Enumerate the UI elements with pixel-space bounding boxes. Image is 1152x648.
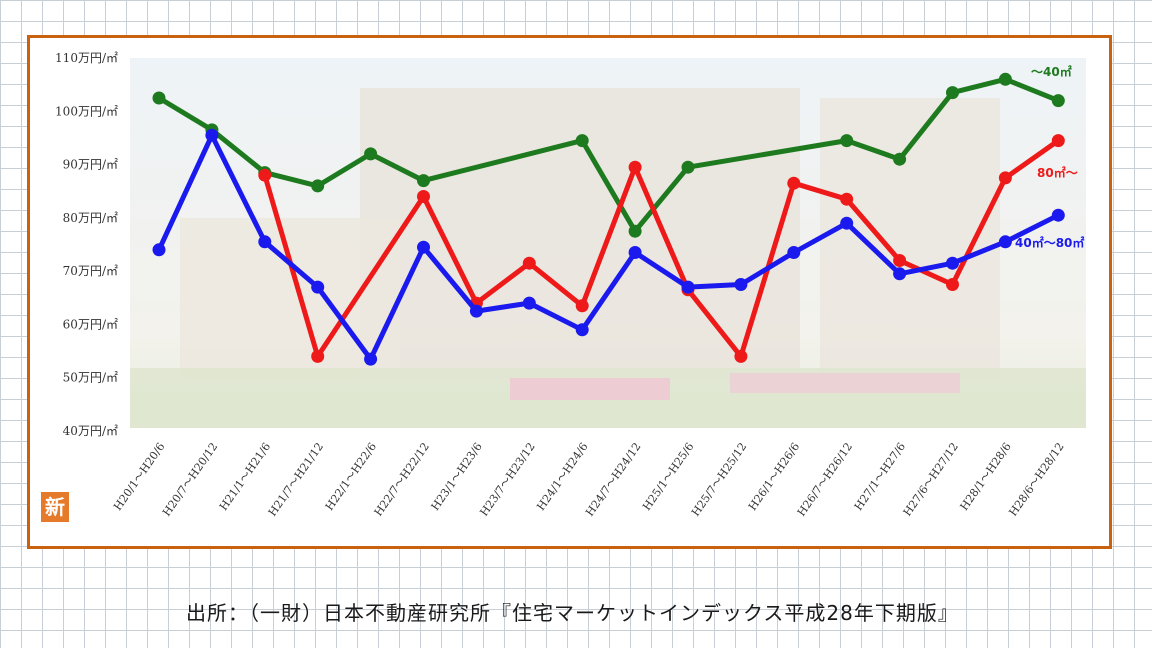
series-label-small: ～40㎡ bbox=[1031, 64, 1072, 79]
data-point bbox=[311, 280, 325, 294]
data-point bbox=[575, 134, 589, 148]
building-photo-background bbox=[130, 58, 1086, 428]
x-tick-label: H22/7～H22/12 bbox=[372, 440, 432, 518]
data-point bbox=[946, 86, 959, 100]
data-point bbox=[152, 243, 166, 257]
data-point bbox=[628, 224, 642, 238]
data-point bbox=[258, 168, 272, 182]
y-tick-label: 40万円/㎡ bbox=[63, 424, 118, 438]
x-tick-label: H24/1～H24/6 bbox=[534, 440, 590, 513]
data-point bbox=[575, 299, 589, 313]
data-point bbox=[946, 256, 959, 270]
y-tick-label: 50万円/㎡ bbox=[63, 371, 118, 385]
x-tick-label: H22/1～H22/6 bbox=[323, 440, 379, 513]
series-line bbox=[157, 76, 1060, 234]
series-label-large: 80㎡～ bbox=[1037, 165, 1078, 180]
x-tick-label: H21/1～H21/6 bbox=[217, 440, 273, 513]
data-point bbox=[840, 216, 854, 230]
x-tick-label: H28/1～H28/6 bbox=[958, 440, 1014, 513]
data-point bbox=[152, 91, 166, 105]
data-point bbox=[946, 278, 959, 291]
data-point bbox=[840, 134, 854, 148]
data-point bbox=[417, 190, 430, 203]
data-point bbox=[734, 349, 748, 363]
x-tick-label: H20/7～H20/12 bbox=[160, 440, 220, 518]
x-tick-label: H23/1～H23/6 bbox=[429, 440, 485, 513]
data-point bbox=[1051, 208, 1065, 222]
x-tick-label: H25/7～H25/12 bbox=[689, 440, 749, 518]
data-point bbox=[258, 235, 272, 249]
y-tick-label: 70万円/㎡ bbox=[63, 264, 118, 278]
data-point bbox=[787, 176, 801, 190]
x-tick-label: H21/7～H21/12 bbox=[266, 440, 326, 518]
data-point bbox=[628, 246, 642, 259]
data-point bbox=[787, 246, 801, 259]
data-point bbox=[893, 267, 907, 281]
data-point bbox=[628, 160, 642, 174]
y-tick-label: 90万円/㎡ bbox=[63, 158, 118, 172]
y-tick-label: 80万円/㎡ bbox=[63, 211, 118, 225]
data-point bbox=[681, 280, 695, 294]
series-label-medium: 40㎡～80㎡ bbox=[1015, 235, 1084, 250]
data-point bbox=[893, 254, 907, 267]
y-tick-label: 60万円/㎡ bbox=[63, 317, 118, 331]
new-badge: 新 bbox=[41, 492, 69, 522]
series-labels: ～40㎡ 80㎡～ 40㎡～80㎡ bbox=[1015, 64, 1084, 250]
source-caption: 出所：（一財）日本不動産研究所『住宅マーケットインデックス平成28年下期版』 bbox=[186, 601, 959, 625]
data-point bbox=[364, 352, 378, 366]
y-tick-label: 100万円/㎡ bbox=[55, 104, 118, 118]
series-1 bbox=[152, 128, 1065, 366]
chart-frame: 110万円/㎡ 100万円/㎡ 90万円/㎡ 80万円/㎡ 70万円/㎡ 60万円/㎡ 50… bbox=[27, 35, 1112, 549]
data-point bbox=[998, 235, 1012, 249]
y-tick-label: 110万円/㎡ bbox=[55, 51, 118, 65]
data-point bbox=[1051, 134, 1065, 148]
data-point bbox=[311, 349, 325, 363]
series-line bbox=[156, 132, 1060, 362]
data-point bbox=[893, 152, 907, 166]
x-tick-label: H26/1～H26/6 bbox=[746, 440, 802, 513]
x-tick-label: H27/1～H27/6 bbox=[852, 440, 908, 513]
x-tick-label: H23/7～H23/12 bbox=[477, 440, 537, 518]
data-point bbox=[1051, 94, 1065, 108]
data-point bbox=[469, 304, 483, 318]
x-tick-label: H26/7～H26/12 bbox=[795, 440, 855, 518]
data-point bbox=[205, 128, 219, 142]
line-chart: 110万円/㎡ 100万円/㎡ 90万円/㎡ 80万円/㎡ 70万円/㎡ 60万円/㎡ 50… bbox=[55, 51, 1086, 519]
data-point bbox=[311, 179, 325, 193]
x-tick-label: H28/6～H28/12 bbox=[1006, 440, 1066, 518]
data-point bbox=[522, 296, 536, 310]
data-point bbox=[998, 171, 1012, 185]
data-point bbox=[364, 147, 378, 161]
data-point bbox=[998, 72, 1012, 86]
x-axis-ticks: H20/1～H20/6H20/7～H20/12H21/1～H21/6H21/7～… bbox=[111, 440, 1067, 518]
data-point bbox=[417, 240, 430, 254]
x-tick-label: H27/6～H27/12 bbox=[901, 440, 961, 518]
x-tick-label: H25/1～H25/6 bbox=[640, 440, 696, 513]
data-point bbox=[522, 256, 536, 270]
data-point bbox=[575, 323, 589, 337]
data-point bbox=[417, 174, 430, 188]
data-point bbox=[681, 160, 695, 174]
series-layer bbox=[152, 72, 1065, 366]
y-axis-ticks: 110万円/㎡ 100万円/㎡ 90万円/㎡ 80万円/㎡ 70万円/㎡ 60万円/㎡ 50… bbox=[55, 51, 118, 438]
data-point bbox=[840, 192, 854, 206]
x-tick-label: H20/1～H20/6 bbox=[111, 440, 167, 513]
data-point bbox=[734, 278, 748, 291]
x-tick-label: H24/7～H24/12 bbox=[583, 440, 643, 518]
